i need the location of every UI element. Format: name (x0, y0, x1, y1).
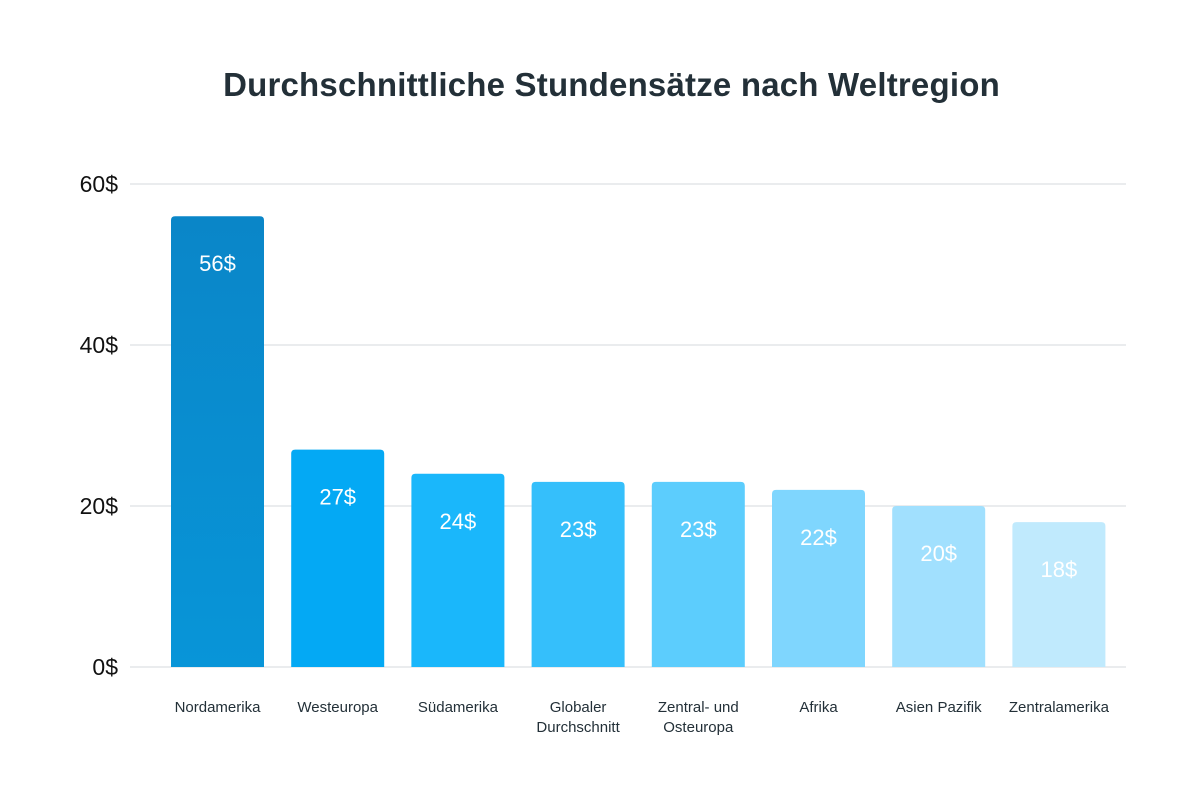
bar (291, 449, 385, 667)
bar (772, 489, 865, 667)
bar (892, 506, 986, 667)
bar (651, 481, 745, 667)
bar-value-label: 24$ (440, 509, 477, 534)
bar-value-label: 18$ (1041, 557, 1078, 582)
bar-value-label: 23$ (560, 517, 597, 542)
bar-value-label: 22$ (800, 525, 837, 550)
x-category-label: Durchschnitt (536, 719, 620, 736)
x-category-label: Nordamerika (175, 699, 262, 716)
bar (171, 216, 264, 667)
x-category-label: Globaler (550, 699, 607, 716)
y-axis-ticks: 0$ 20$ 40$ 60$ (80, 171, 119, 680)
y-tick-label: 60$ (80, 171, 119, 197)
bar (1012, 522, 1106, 667)
y-tick-label: 40$ (80, 332, 119, 358)
data-labels: 56$ 27$ 24$ 23$ 23$ 22$ 20$ 18$ (199, 251, 1077, 582)
bars (171, 216, 1106, 667)
bar (411, 473, 505, 667)
x-category-label: Westeuropa (297, 699, 378, 716)
bar-value-label: 27$ (319, 485, 356, 510)
chart-title: Durchschnittliche Stundensätze nach Welt… (223, 66, 1000, 103)
y-tick-label: 0$ (92, 654, 118, 680)
bar-value-label: 56$ (199, 251, 236, 276)
x-category-label: Afrika (799, 699, 838, 716)
x-category-label: Südamerika (418, 699, 499, 716)
x-category-label: Zentral- und (658, 699, 739, 716)
bar-value-label: 23$ (680, 517, 717, 542)
bar-value-label: 20$ (920, 541, 957, 566)
category-labels: Nordamerika Westeuropa Südamerika Globaler D… (175, 699, 1110, 736)
y-tick-label: 20$ (80, 493, 119, 519)
bar (531, 481, 625, 667)
x-category-label: Asien Pazifik (896, 699, 982, 716)
x-category-label: Osteuropa (663, 719, 734, 736)
x-category-label: Zentralamerika (1009, 699, 1110, 716)
